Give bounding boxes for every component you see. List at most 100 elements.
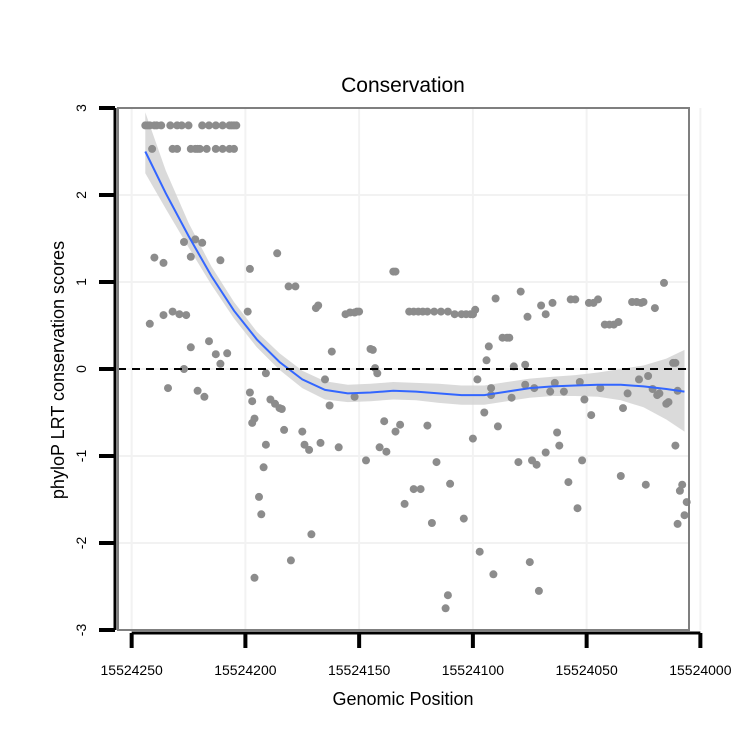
data-point bbox=[145, 319, 154, 328]
data-point bbox=[250, 573, 259, 582]
data-point bbox=[578, 456, 587, 465]
data-point bbox=[507, 393, 516, 402]
data-point bbox=[257, 510, 266, 519]
data-point bbox=[180, 238, 188, 246]
data-point bbox=[514, 458, 523, 467]
data-point bbox=[639, 298, 648, 306]
data-point bbox=[205, 121, 213, 130]
data-point bbox=[489, 570, 498, 579]
data-point bbox=[491, 294, 500, 303]
data-point bbox=[261, 440, 270, 449]
data-point bbox=[261, 369, 270, 378]
data-point bbox=[473, 375, 482, 384]
x-axis: 15524250 15524200 15524150 15524100 15524050… bbox=[101, 631, 732, 678]
data-point bbox=[427, 519, 436, 527]
data-point bbox=[594, 295, 602, 304]
data-point bbox=[375, 443, 384, 452]
data-point bbox=[202, 144, 211, 153]
data-point bbox=[555, 441, 564, 450]
data-point bbox=[250, 414, 259, 423]
data-point bbox=[548, 298, 557, 307]
y-tick-label: 0 bbox=[73, 365, 89, 373]
data-point bbox=[546, 387, 555, 396]
data-point bbox=[159, 311, 168, 320]
x-tick-label: 15524250 bbox=[101, 662, 164, 678]
data-point bbox=[553, 428, 562, 437]
data-point bbox=[660, 278, 668, 287]
data-point bbox=[423, 307, 432, 316]
data-point bbox=[559, 387, 568, 396]
data-point bbox=[443, 591, 452, 600]
data-point bbox=[380, 417, 389, 426]
data-point bbox=[644, 372, 653, 380]
data-point bbox=[334, 443, 343, 452]
smooth-line bbox=[144, 151, 685, 397]
data-point bbox=[468, 434, 477, 443]
data-point bbox=[321, 375, 329, 384]
data-point bbox=[298, 427, 307, 436]
data-point bbox=[300, 440, 309, 449]
data-point bbox=[671, 358, 680, 367]
data-point bbox=[437, 307, 445, 316]
data-point bbox=[307, 530, 316, 539]
data-point bbox=[255, 492, 263, 501]
data-point bbox=[305, 445, 314, 454]
data-point bbox=[382, 447, 391, 456]
data-point bbox=[259, 463, 268, 472]
data-point bbox=[619, 404, 627, 413]
data-point bbox=[350, 392, 359, 401]
data-point bbox=[655, 389, 664, 398]
x-tick-label: 15524050 bbox=[555, 662, 618, 678]
data-point bbox=[580, 395, 589, 404]
y-axis-label: phyloP LRT conservation scores bbox=[48, 241, 68, 499]
data-point bbox=[596, 384, 605, 393]
x-tick-label: 15524100 bbox=[442, 662, 505, 678]
data-point bbox=[223, 349, 232, 358]
data-point bbox=[482, 356, 491, 365]
confidence-band-layer bbox=[145, 112, 685, 432]
data-point bbox=[446, 479, 455, 488]
data-point bbox=[195, 144, 204, 153]
data-point bbox=[200, 392, 209, 401]
chart-title: Conservation bbox=[341, 74, 465, 97]
data-point bbox=[245, 264, 254, 273]
data-point bbox=[575, 378, 584, 386]
data-point bbox=[362, 456, 370, 465]
x-tick-label: 15524200 bbox=[214, 662, 277, 678]
data-point bbox=[430, 307, 439, 316]
data-point bbox=[198, 238, 207, 247]
data-point bbox=[186, 252, 195, 261]
data-point bbox=[248, 397, 257, 406]
data-point bbox=[525, 558, 534, 567]
smooth-line-layer bbox=[144, 151, 685, 397]
data-point bbox=[541, 310, 550, 319]
data-point bbox=[368, 345, 377, 354]
data-point bbox=[159, 258, 168, 267]
plot-border bbox=[117, 107, 690, 631]
data-point bbox=[450, 310, 459, 319]
data-point bbox=[327, 347, 336, 356]
data-point bbox=[443, 307, 452, 316]
data-point bbox=[193, 386, 202, 395]
y-axis: -3 -2 -1 0 1 2 3 bbox=[73, 104, 117, 637]
data-point bbox=[521, 360, 530, 369]
data-point bbox=[673, 519, 682, 528]
y-tick-label: 3 bbox=[73, 104, 89, 112]
data-point bbox=[218, 144, 227, 153]
data-point bbox=[484, 342, 493, 351]
data-point bbox=[432, 458, 441, 467]
data-point bbox=[316, 438, 325, 447]
data-point bbox=[396, 420, 405, 429]
data-point bbox=[284, 282, 293, 291]
data-point bbox=[175, 310, 184, 319]
data-point bbox=[516, 287, 525, 296]
data-point bbox=[616, 472, 625, 480]
data-point bbox=[150, 253, 159, 262]
data-point bbox=[291, 282, 300, 291]
y-tick-label: -3 bbox=[73, 624, 89, 637]
data-point bbox=[459, 514, 468, 523]
data-point bbox=[273, 249, 282, 258]
data-point bbox=[245, 388, 254, 397]
data-point bbox=[664, 398, 673, 407]
